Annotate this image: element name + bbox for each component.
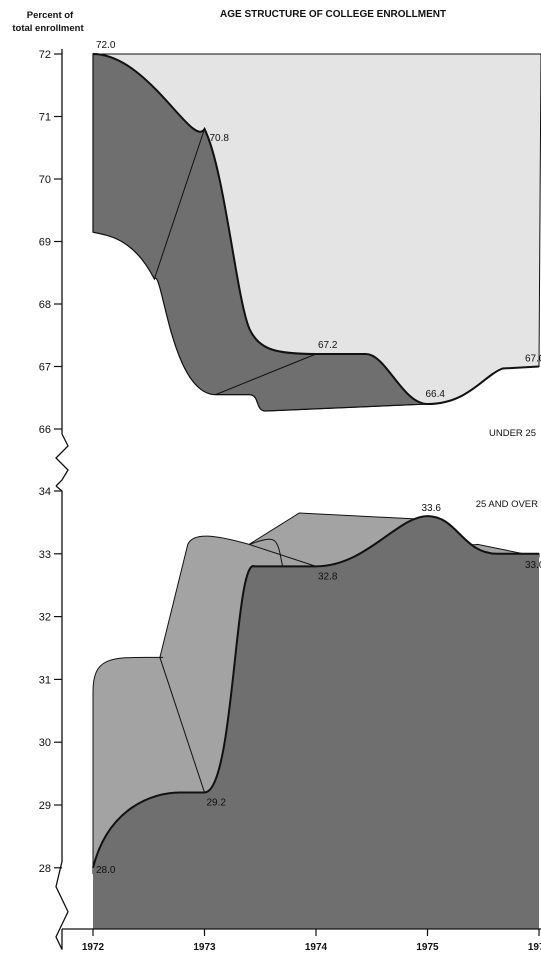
series-label-25-and-over: 25 AND OVER [476, 499, 538, 510]
series-label-under-25: UNDER 25 [489, 428, 536, 439]
under-25-data-label: 67.0 [525, 354, 541, 365]
under-25-fold-lines [153, 128, 317, 396]
25-and-over-data-label: 32.8 [318, 571, 338, 582]
25-and-over-fold-lines [159, 538, 317, 793]
lower-y-ticks: 34 33 32 31 30 29 28 [39, 486, 62, 875]
x-tick-label: 1973 [193, 942, 216, 953]
lower-y-tick-label: 33 [39, 549, 51, 561]
25-and-over-fold-1973 [159, 657, 205, 793]
25-and-over-series-line [92, 515, 539, 869]
under-25-panel [92, 53, 541, 412]
under-25-fold-1974 [215, 353, 317, 396]
upper-y-ticks: 72 71 70 69 68 67 66 [39, 49, 62, 436]
25-and-over-data-label: 29.2 [207, 797, 227, 808]
y-axis-label-line1: Percent of [27, 10, 74, 21]
under-25-data-label: 70.8 [210, 133, 230, 144]
lower-y-tick-label: 30 [39, 737, 51, 749]
upper-y-tick-label: 67 [39, 362, 51, 374]
25-and-over-fold-edge [248, 538, 284, 567]
x-ticks: 1972 1973 1974 1975 1976 [82, 929, 541, 953]
lower-y-tick-label: 29 [39, 800, 51, 812]
25-and-over-panel [92, 512, 540, 929]
x-tick-label: 1972 [82, 942, 105, 953]
upper-y-tick-label: 71 [39, 112, 51, 124]
25-and-over-data-label: 33.0 [525, 560, 541, 571]
upper-y-tick-label: 70 [39, 174, 51, 186]
under-25-data-label: 66.4 [426, 389, 446, 400]
upper-y-tick-label: 72 [39, 49, 51, 61]
25-and-over-data-label: 33.6 [422, 503, 442, 514]
25-and-over-front-area [93, 516, 539, 929]
y-axis-break [55, 433, 69, 487]
x-tick-label: 1974 [305, 942, 328, 953]
upper-y-tick-label: 66 [39, 424, 51, 436]
lower-y-tick-label: 31 [39, 674, 51, 686]
upper-y-tick-label: 69 [39, 237, 51, 249]
25-and-over-data-label: 28.0 [96, 865, 116, 876]
upper-y-tick-label: 68 [39, 299, 51, 311]
under-25-series-line [92, 53, 540, 406]
y-axis-lower [55, 485, 69, 950]
lower-y-tick-label: 34 [39, 486, 51, 498]
under-25-data-label: 67.2 [318, 340, 338, 351]
chart-title: AGE STRUCTURE OF COLLEGE ENROLLMENT [220, 9, 446, 20]
under-25-fold-1973 [153, 128, 205, 280]
lower-y-tick-label: 28 [39, 863, 51, 875]
under-25-data-label: 72.0 [96, 40, 116, 51]
lower-y-tick-label: 32 [39, 612, 51, 624]
25-and-over-data-labels: 28.0 29.2 32.8 33.6 33.0 [96, 503, 541, 876]
under-25-data-labels: 72.0 70.8 67.2 66.4 67.0 [96, 40, 541, 400]
x-tick-label: 1976 [528, 942, 541, 953]
25-and-over-fold-1974 [248, 543, 317, 567]
x-tick-label: 1975 [416, 942, 439, 953]
y-axis-label-line2: total enrollment [12, 23, 84, 34]
